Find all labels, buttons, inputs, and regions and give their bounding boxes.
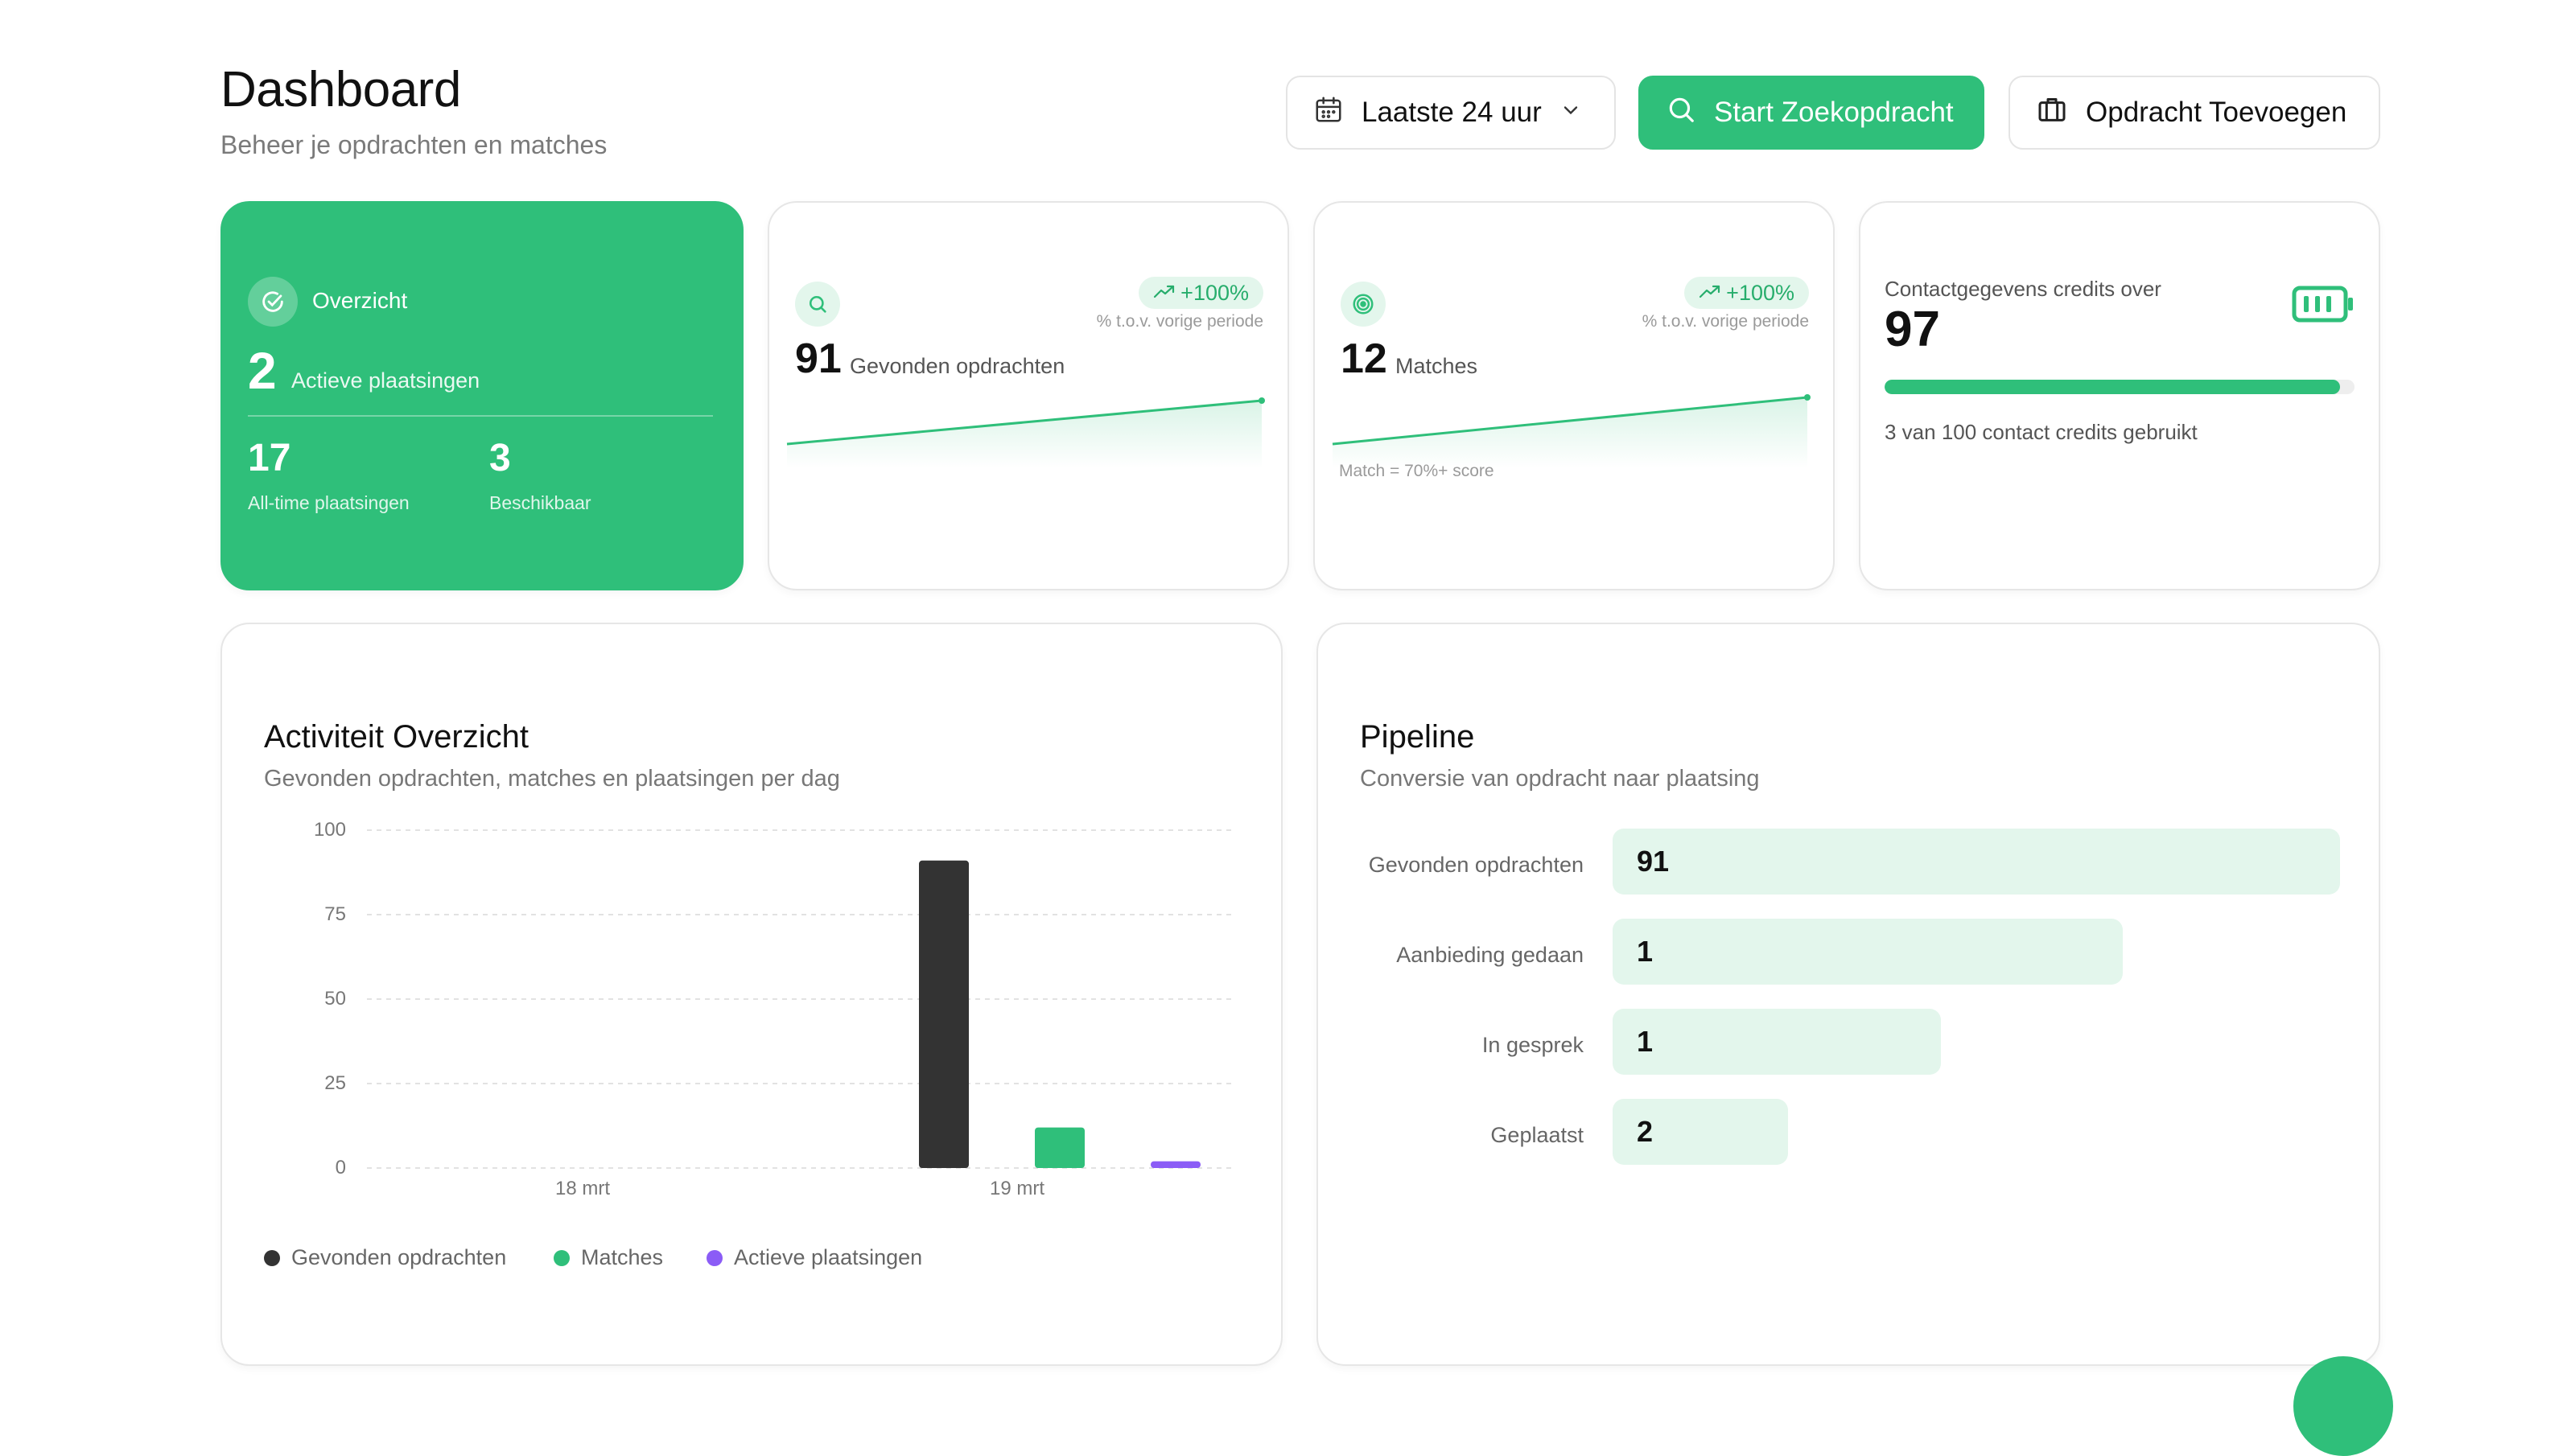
period-note: % t.o.v. vorige periode <box>1096 312 1263 331</box>
date-filter-label: Laatste 24 uur <box>1362 97 1542 128</box>
page-subtitle: Beheer je opdrachten en matches <box>220 130 608 159</box>
found-assignments-card: +100% % t.o.v. vorige periode 91 Gevonde… <box>768 201 1289 590</box>
bar-matches[interactable] <box>1035 1127 1085 1168</box>
y-tick-label: 25 <box>324 1072 346 1094</box>
trending-up-icon <box>1699 281 1721 306</box>
trend-badge-value: +100% <box>1180 280 1249 305</box>
pipeline-stage-label: Gevonden opdrachten <box>1368 853 1584 877</box>
credits-card: Contactgegevens credits over 97 3 van 10… <box>1859 201 2380 590</box>
trend-badge-value: +100% <box>1726 280 1794 305</box>
bar-gevonden-opdrachten[interactable] <box>919 860 969 1168</box>
legend-dot <box>554 1249 570 1266</box>
pipeline-subtitle: Conversie van opdracht naar plaatsing <box>1360 766 1760 792</box>
page-title: Dashboard <box>220 62 461 117</box>
y-tick-label: 75 <box>324 903 346 925</box>
trend-badge: +100% <box>1139 277 1263 309</box>
overview-label: Overzicht <box>312 288 408 313</box>
found-value: 91 <box>795 335 842 382</box>
activity-title: Activiteit Overzicht <box>264 719 529 755</box>
legend-item: Matches <box>554 1245 663 1270</box>
pipeline-bar-found: 91 <box>1613 829 2340 895</box>
found-label: Gevonden opdrachten <box>850 354 1065 378</box>
target-icon <box>1341 282 1386 327</box>
briefcase-icon <box>2036 93 2068 133</box>
legend-dot <box>707 1249 723 1266</box>
pipeline-stage-value: 91 <box>1637 845 1670 878</box>
legend-label: Matches <box>581 1245 664 1269</box>
credits-usage: 3 van 100 contact credits gebruikt <box>1885 420 2198 444</box>
pipeline-bar-placed: 2 <box>1613 1099 1788 1165</box>
found-sparkline <box>786 397 1265 468</box>
legend-item: Gevonden opdrachten <box>264 1245 506 1270</box>
match-score-note: Match = 70%+ score <box>1339 462 1494 480</box>
start-search-button[interactable]: Start Zoekopdracht <box>1638 76 1984 150</box>
pipeline-stage-value: 1 <box>1637 935 1654 968</box>
chart-svg <box>367 829 1236 1169</box>
search-icon <box>795 282 840 327</box>
start-search-label: Start Zoekopdracht <box>1714 97 1954 128</box>
available-value: 3 <box>489 437 511 479</box>
active-placements-value: 2 <box>248 342 277 400</box>
add-assignment-label: Opdracht Toevoegen <box>2086 97 2347 128</box>
check-circle-icon <box>248 277 298 327</box>
legend-label: Gevonden opdrachten <box>291 1245 507 1269</box>
legend-item: Actieve plaatsingen <box>707 1245 922 1270</box>
credits-progress-fill <box>1885 380 2341 394</box>
chevron-down-icon <box>1559 97 1582 129</box>
y-tick-label: 100 <box>313 819 346 841</box>
date-filter-dropdown[interactable]: Laatste 24 uur <box>1286 76 1616 150</box>
pipeline-title: Pipeline <box>1360 719 1475 755</box>
matches-label: Matches <box>1395 354 1478 378</box>
pipeline-bar-offer: 1 <box>1613 919 2123 985</box>
x-tick-label: 19 mrt <box>990 1178 1045 1199</box>
active-placements-label: Actieve plaatsingen <box>291 368 480 393</box>
pipeline-bar-interview: 1 <box>1613 1009 1941 1075</box>
activity-card: Activiteit Overzicht Gevonden opdrachten… <box>220 623 1283 1366</box>
x-tick-label: 18 mrt <box>555 1178 611 1199</box>
divider <box>248 415 713 417</box>
pipeline-stage-label: Geplaatst <box>1490 1123 1584 1147</box>
period-note: % t.o.v. vorige periode <box>1642 312 1809 331</box>
pipeline-stage-label: In gesprek <box>1481 1033 1584 1057</box>
matches-sparkline <box>1332 394 1811 468</box>
add-assignment-button[interactable]: Opdracht Toevoegen <box>2008 76 2380 150</box>
pipeline-stage-value: 1 <box>1637 1025 1654 1058</box>
overview-card: Overzicht 2 Actieve plaatsingen 17 All-t… <box>220 201 744 590</box>
trending-up-icon <box>1153 281 1176 306</box>
legend-dot <box>264 1249 280 1266</box>
y-tick-label: 50 <box>324 988 346 1010</box>
alltime-placements-value: 17 <box>248 437 291 479</box>
credits-value: 97 <box>1885 302 1940 357</box>
pipeline-stage-value: 2 <box>1637 1115 1654 1148</box>
legend-label: Actieve plaatsingen <box>734 1245 923 1269</box>
matches-card: +100% % t.o.v. vorige periode 12 Matches… <box>1313 201 1835 590</box>
matches-value: 12 <box>1341 335 1387 382</box>
y-tick-label: 0 <box>335 1157 346 1178</box>
pipeline-card: Pipeline Conversie van opdracht naar pla… <box>1316 623 2380 1366</box>
credits-progress-bar <box>1885 380 2355 394</box>
alltime-placements-label: All-time plaatsingen <box>248 492 410 513</box>
pipeline-stage-label: Aanbieding gedaan <box>1396 943 1584 967</box>
activity-chart: 0 25 50 75 100 18 mrt 19 mrt <box>222 624 1284 1368</box>
calendar-icon <box>1313 94 1344 132</box>
search-icon <box>1666 94 1696 132</box>
battery-icon <box>2292 285 2355 327</box>
activity-subtitle: Gevonden opdrachten, matches en plaatsin… <box>264 766 840 792</box>
trend-badge: +100% <box>1684 277 1809 309</box>
credits-title: Contactgegevens credits over <box>1885 277 2161 301</box>
available-label: Beschikbaar <box>489 492 591 513</box>
bar-actieve-plaatsingen[interactable] <box>1151 1161 1201 1168</box>
floating-action-button[interactable] <box>2293 1356 2393 1456</box>
